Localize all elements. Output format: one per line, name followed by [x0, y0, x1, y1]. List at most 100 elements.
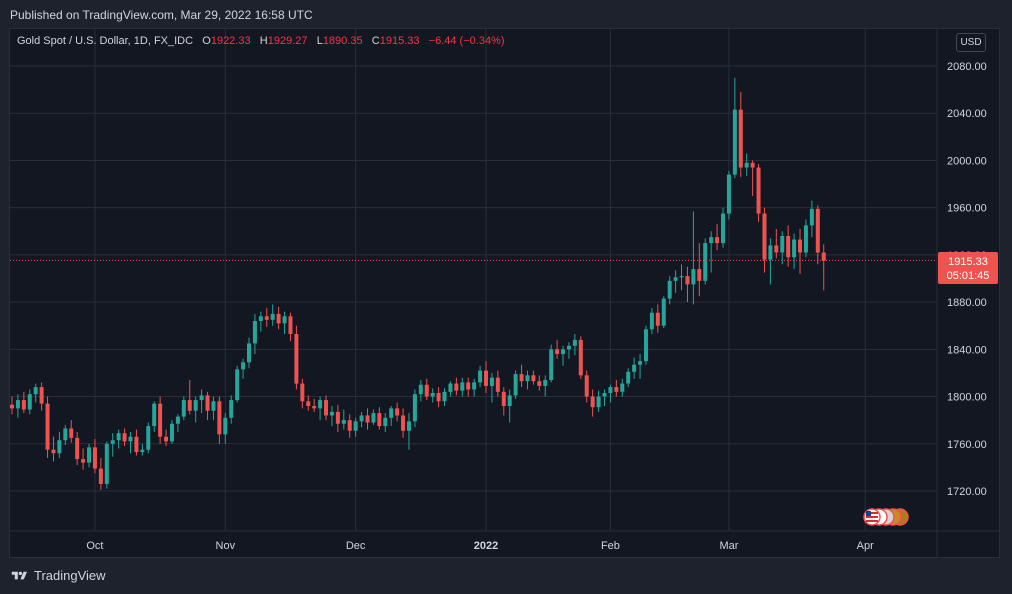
- candle-body: [608, 387, 613, 394]
- candle-body: [643, 329, 648, 362]
- candle-body: [318, 400, 323, 409]
- candle-body: [786, 236, 791, 258]
- price-tick-label: 2000.00: [947, 155, 987, 167]
- candle-body: [312, 406, 317, 409]
- candle-body: [395, 408, 400, 416]
- candle-body: [501, 391, 506, 406]
- candle-body: [460, 382, 465, 391]
- price-tick-label: 1840.00: [947, 344, 987, 356]
- candle-body: [270, 313, 275, 320]
- candle-body: [703, 243, 708, 281]
- candle-body: [169, 423, 174, 442]
- published-caption: Published on TradingView.com, Mar 29, 20…: [10, 8, 313, 22]
- candle-body: [578, 339, 583, 376]
- candle-body: [401, 415, 406, 431]
- symbol-legend[interactable]: Gold Spot / U.S. Dollar, 1D, FX_IDC O192…: [17, 35, 505, 47]
- candle-body: [110, 440, 115, 444]
- time-tick-label: Mar: [719, 540, 738, 552]
- candle-body: [549, 349, 554, 381]
- price-axis[interactable]: 1720.001760.001800.001840.001880.001920.…: [947, 61, 987, 498]
- candle-body: [632, 364, 637, 372]
- candle-body: [780, 236, 785, 253]
- candle-body: [489, 377, 494, 386]
- candle-body: [715, 237, 720, 244]
- candle-body: [347, 420, 352, 431]
- candle-body: [288, 316, 293, 334]
- candle-body: [205, 395, 210, 411]
- candle-body: [353, 421, 358, 431]
- candle-body: [495, 377, 500, 392]
- candle-body: [27, 394, 32, 410]
- candle-body: [98, 468, 103, 484]
- candle-body: [561, 349, 566, 355]
- candle-body: [661, 298, 666, 326]
- us-flag-stripe: [866, 512, 878, 514]
- chart-panel[interactable]: [9, 28, 1000, 558]
- candle-body: [667, 280, 672, 299]
- grid-lines: [10, 29, 937, 531]
- price-tick-label: 1880.00: [947, 297, 987, 309]
- candle-body: [383, 417, 388, 427]
- candle-body: [685, 276, 690, 285]
- candle-body: [572, 339, 577, 346]
- time-tick-label: Feb: [601, 540, 620, 552]
- candle-body: [146, 426, 151, 450]
- us-flag-stripe: [866, 520, 878, 522]
- candle-body: [555, 349, 560, 355]
- candle-body: [158, 403, 163, 437]
- open-label: O: [202, 35, 211, 47]
- price-tick-label: 2080.00: [947, 61, 987, 73]
- candle-body: [329, 411, 334, 416]
- candle-body: [531, 375, 536, 382]
- candle-body: [359, 415, 364, 422]
- candle-body: [537, 381, 542, 386]
- price-tag-background: [938, 252, 998, 284]
- candle-body: [519, 374, 524, 382]
- candle-body: [430, 393, 435, 397]
- footer-brand-text: TradingView: [34, 568, 106, 583]
- candle-body: [620, 383, 625, 392]
- candle-body: [697, 269, 702, 281]
- change-value: −6.44 (−0.34%): [428, 35, 505, 47]
- candle-body: [815, 208, 820, 253]
- candle-body: [614, 387, 619, 392]
- candle-body: [371, 413, 376, 423]
- time-tick-label: Dec: [346, 540, 366, 552]
- candle-body: [152, 403, 157, 427]
- candle-body: [798, 239, 803, 253]
- candle-body: [92, 447, 97, 469]
- candle-body: [69, 428, 74, 438]
- candle-body: [247, 343, 251, 363]
- candle-body: [596, 396, 601, 408]
- candle-body: [21, 400, 26, 410]
- currency-button[interactable]: USD: [956, 33, 986, 52]
- candle-body: [424, 384, 429, 397]
- us-flag-canton: [866, 511, 871, 516]
- candle-body: [324, 400, 329, 416]
- candle-body: [484, 370, 488, 386]
- us-flag-stripe: [866, 516, 878, 518]
- candle-body: [175, 416, 180, 424]
- time-tick-label: Oct: [86, 540, 103, 552]
- open-value: 1922.33: [210, 35, 251, 47]
- candle-body: [792, 239, 797, 258]
- time-axis[interactable]: Oct Nov Dec 2022 Feb Mar Apr: [86, 540, 874, 552]
- close-label: C: [371, 35, 380, 47]
- candle-body: [691, 269, 696, 285]
- economic-events-icons[interactable]: [863, 508, 909, 526]
- candle-body: [187, 400, 192, 411]
- candle-body: [448, 383, 453, 392]
- candle-body: [300, 383, 305, 402]
- low-value: 1890.35: [322, 35, 363, 47]
- footer-branding[interactable]: TradingView: [10, 568, 106, 583]
- price-tick-label: 1960.00: [947, 203, 987, 215]
- candle-body: [738, 109, 743, 168]
- candle-body: [590, 396, 595, 408]
- price-tag-countdown: 05:01:45: [947, 270, 990, 282]
- candle-body: [15, 400, 20, 409]
- candle-body: [164, 436, 169, 442]
- candle-body: [122, 433, 127, 442]
- candle-body: [750, 162, 755, 168]
- price-tick-label: 1760.00: [947, 439, 987, 451]
